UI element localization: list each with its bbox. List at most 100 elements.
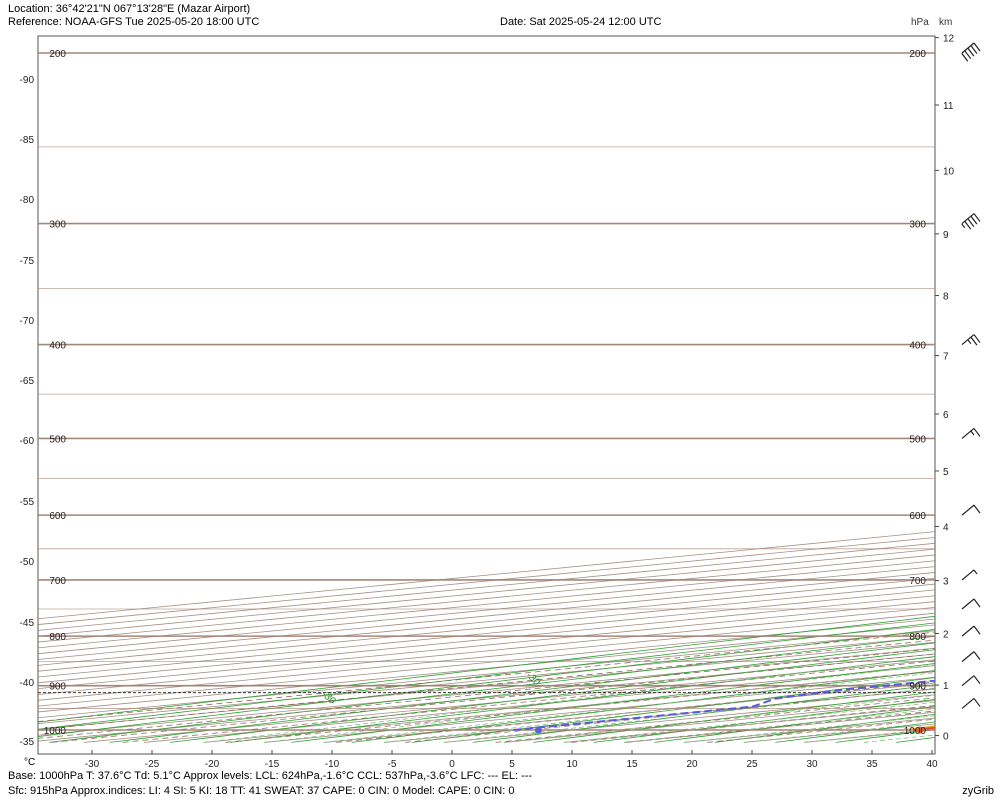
x-tick-label: -5 (388, 759, 397, 770)
pressure-label-right: 800 (909, 632, 926, 643)
km-tick-label: 10 (943, 166, 955, 177)
left-tick-label: -80 (20, 195, 35, 206)
pressure-label-right: 400 (909, 341, 926, 352)
left-tick-label: -75 (20, 256, 35, 267)
forecast-date: Date: Sat 2025-05-24 12:00 UTC (500, 16, 662, 28)
x-tick-label: 30 (806, 759, 818, 770)
dry-adiabat-line (38, 629, 935, 737)
pressure-label-right: 600 (909, 511, 926, 522)
x-tick-label: 20 (686, 759, 698, 770)
dry-adiabat-line (170, 649, 935, 743)
sounding-profile (513, 679, 935, 734)
pressure-label-right: 500 (909, 434, 926, 445)
isotherm-line (38, 537, 935, 625)
x-tick-label: -30 (85, 759, 100, 770)
wind-barb (961, 504, 981, 516)
pressure-label-right: 300 (909, 220, 926, 231)
isotherm-line (38, 542, 935, 631)
altitude-unit-label: km (939, 17, 953, 28)
dry-adiabat-line (109, 642, 935, 743)
wind-barb (961, 42, 981, 62)
isotherm-line (38, 548, 935, 637)
isotherm-line (38, 583, 935, 672)
pressure-label-left: 900 (49, 682, 66, 693)
dry-adiabat-line (412, 677, 935, 743)
dry-adiabat-line (291, 663, 935, 743)
x-tick-label: -15 (265, 759, 280, 770)
x-tick-label: 15 (626, 759, 638, 770)
wind-barb (961, 697, 981, 709)
location-text: Location: 36°42'21"N 067°13'28"E (Mazar … (8, 3, 251, 15)
mixing-ratio-line (38, 631, 935, 722)
x-tick-label: 0 (449, 759, 455, 770)
isotherm-line (38, 566, 935, 655)
pressure-label-right: 700 (909, 576, 926, 587)
left-tick-label: -65 (20, 376, 35, 387)
wind-barb (961, 675, 981, 687)
wind-barbs (961, 42, 981, 709)
pressure-label-left: 700 (49, 576, 66, 587)
left-tick-label: -70 (20, 316, 35, 327)
dry-adiabat-line (351, 670, 935, 743)
pressure-label-left: 300 (49, 220, 66, 231)
km-tick-label: 9 (943, 230, 949, 241)
left-tick-label: -85 (20, 135, 35, 146)
pressure-label-left: 1000 (44, 726, 67, 737)
x-tick-label: 5 (509, 759, 515, 770)
base-marker (534, 726, 542, 734)
isotherm-line (38, 589, 935, 678)
pressure-label-left: 600 (49, 511, 66, 522)
celsius-unit-label: °C (24, 757, 36, 768)
km-tick-label: 11 (943, 101, 954, 112)
wind-barb (961, 213, 981, 230)
isotherm-line (38, 554, 935, 643)
left-tick-label: -55 (20, 497, 35, 508)
wind-barb (961, 598, 981, 610)
km-tick-label: 2 (943, 629, 949, 640)
x-tick-label: -20 (205, 759, 220, 770)
mixing-ratio-line (404, 688, 935, 743)
x-tick-label: 35 (866, 759, 878, 770)
dry-adiabat-line (38, 615, 935, 723)
reference-text: Reference: NOAA-GFS Tue 2025-05-20 18:00… (8, 16, 260, 28)
isotherm-line (38, 577, 935, 666)
dewpoint-profile-line (513, 679, 935, 731)
x-tick-label: 10 (566, 759, 578, 770)
km-tick-label: 1 (943, 681, 949, 692)
pressure-label-left: 500 (49, 434, 66, 445)
isotherm-line (38, 572, 935, 660)
km-tick-label: 8 (943, 292, 949, 303)
wind-barb (961, 569, 978, 581)
pressure-label-left: 200 (49, 49, 66, 60)
wind-barb (961, 625, 981, 637)
left-tick-label: -50 (20, 557, 35, 568)
isotherm-line (38, 618, 935, 707)
km-tick-label: 7 (943, 352, 949, 363)
pressure-label-right: 200 (909, 49, 926, 60)
isotherm-line (38, 595, 935, 684)
footer-indices: Sfc: 915hPa Approx.indices: LI: 4 SI: 5 … (8, 785, 515, 797)
pressure-label-right: 900 (909, 682, 926, 693)
dry-adiabat-line (49, 635, 935, 743)
isotherm-line (38, 601, 935, 690)
background-grid: 15202530354045505560657075-105-5-15-20-3… (38, 52, 935, 743)
brand-label: zyGrib (962, 785, 994, 797)
left-tick-label: -35 (20, 737, 35, 748)
isotherm-line (38, 560, 935, 649)
wind-barb (961, 334, 981, 346)
wind-barb (961, 427, 981, 439)
isotherm-line (38, 612, 935, 701)
plot-frame (37, 35, 936, 755)
left-tick-label: -40 (20, 678, 35, 689)
km-tick-label: 12 (943, 34, 955, 45)
mixing-ratio-line (38, 639, 935, 731)
isotherm-line (38, 606, 935, 695)
footer-base-levels: Base: 1000hPa T: 37.6°C Td: 5.1°C Approx… (8, 770, 533, 782)
mixing-ratio-line (38, 648, 935, 739)
x-tick-label: 25 (746, 759, 758, 770)
left-tick-label: -90 (20, 75, 35, 86)
moist-adiabat-line (203, 656, 935, 743)
x-tick-label: 40 (926, 759, 938, 770)
left-tick-label: -45 (20, 618, 35, 629)
